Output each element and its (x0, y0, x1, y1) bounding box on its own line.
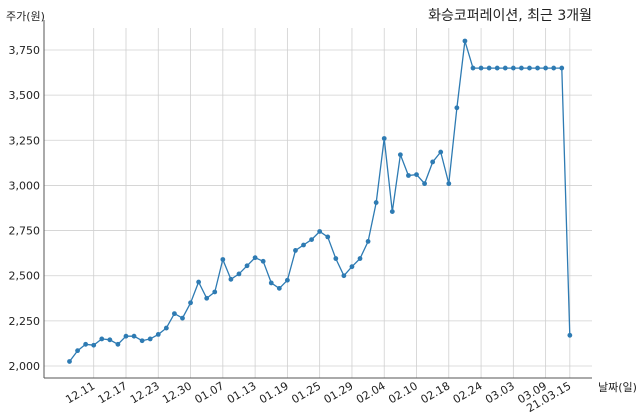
y-tick-label: 3,250 (9, 134, 41, 147)
data-point (220, 257, 226, 262)
data-point (357, 256, 363, 261)
data-point (446, 181, 452, 187)
data-point (115, 341, 121, 347)
data-point (276, 285, 282, 291)
data-point (123, 333, 129, 339)
data-point (163, 325, 169, 331)
data-point (309, 237, 314, 243)
data-point (107, 337, 113, 343)
grid-lines (44, 28, 592, 378)
x-tick-label: 12.23 (128, 379, 162, 406)
data-point (341, 273, 347, 279)
data-point (535, 65, 540, 71)
data-point (559, 65, 565, 71)
data-point (502, 65, 508, 71)
y-tick-label: 2,500 (9, 270, 41, 283)
y-tick-label: 3,750 (9, 44, 41, 57)
data-point (397, 152, 403, 158)
data-point (486, 65, 492, 71)
x-tick-label: 02.10 (386, 379, 420, 406)
data-point (83, 341, 89, 347)
data-point (430, 159, 436, 165)
data-point (422, 181, 427, 187)
data-point (180, 315, 185, 321)
data-point (510, 65, 516, 71)
x-tick-label: 12.17 (96, 379, 130, 406)
data-point (519, 65, 524, 71)
data-point (494, 65, 500, 71)
data-point (188, 300, 193, 306)
data-point (462, 38, 468, 44)
data-point (196, 279, 202, 285)
data-point (406, 173, 411, 178)
data-point (228, 276, 234, 282)
x-tick-label: 01.29 (322, 379, 356, 406)
data-point (212, 289, 218, 295)
data-point (381, 136, 387, 141)
y-tick-label: 3,000 (9, 179, 41, 192)
x-tick-label: 01.25 (289, 379, 323, 406)
x-tick-label: 12.30 (160, 379, 194, 406)
x-tick-label: 03.03 (483, 379, 517, 406)
data-point (236, 271, 242, 277)
axes (43, 20, 592, 379)
data-point (139, 338, 145, 344)
x-tick-label: 02.18 (419, 379, 453, 406)
data-point (478, 65, 484, 71)
data-point (389, 209, 395, 215)
x-tick-label: 01.19 (257, 379, 291, 406)
data-point (147, 336, 153, 342)
data-point (349, 264, 355, 270)
y-tick-labels: 2,000 2,250 2,500 2,750 3,000 3,250 3,500 3,750 (9, 44, 41, 373)
y-tick-label: 2,000 (9, 360, 41, 373)
data-point (470, 65, 476, 71)
data-point (551, 65, 557, 71)
data-point (67, 359, 72, 364)
data-point (317, 229, 323, 234)
data-point (438, 149, 444, 155)
x-tick-label: 02.04 (354, 379, 388, 406)
chart-title: 화승코퍼레이션, 최근 3개월 (428, 8, 592, 24)
price-series (67, 38, 573, 364)
data-point (365, 239, 371, 244)
data-point (414, 172, 419, 177)
y-tick-label: 2,750 (9, 225, 41, 238)
data-point (373, 200, 379, 205)
y-tick-label: 3,500 (9, 89, 41, 102)
data-point (527, 65, 532, 71)
data-point (155, 332, 161, 337)
x-axis-label: 날짜(일) (598, 380, 637, 394)
x-tick-label: 01.13 (225, 379, 259, 406)
x-tick-labels: 12.1112.1712.2312.3001.0701.1301.1901.25… (63, 379, 573, 415)
data-point (244, 263, 250, 269)
data-point (293, 248, 298, 253)
x-tick-label: 02.24 (451, 379, 485, 406)
data-point (131, 333, 137, 339)
data-point (333, 256, 339, 261)
data-point (99, 336, 105, 342)
data-point (268, 280, 274, 286)
data-point (325, 234, 331, 240)
data-point (204, 295, 210, 301)
data-point (301, 242, 306, 248)
x-tick-label: 12.11 (63, 379, 97, 406)
data-point (172, 311, 177, 317)
data-point (543, 65, 549, 71)
data-point (252, 255, 258, 261)
data-point (91, 342, 97, 348)
data-point (454, 105, 460, 111)
data-point (75, 348, 80, 354)
data-point (567, 332, 573, 338)
data-point (260, 258, 266, 264)
y-axis-label: 주가(원) (6, 10, 45, 23)
data-point (284, 277, 290, 283)
y-tick-label: 2,250 (9, 315, 41, 328)
x-tick-label: 01.07 (193, 379, 227, 406)
